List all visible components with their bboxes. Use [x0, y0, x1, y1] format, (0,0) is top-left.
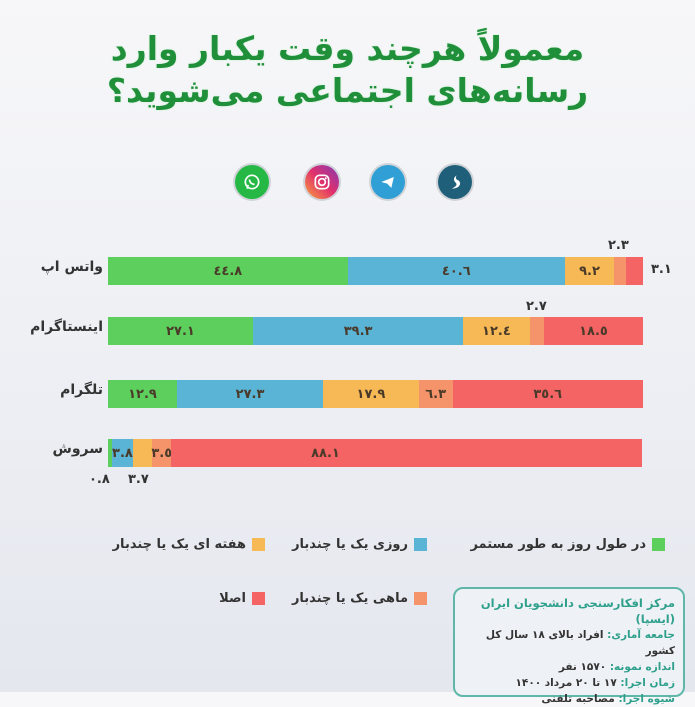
label-instagram-monthly: ٢.٧	[526, 299, 547, 314]
seg-daily: ٣.٨	[112, 439, 133, 467]
row-label: تلگرام	[60, 382, 103, 398]
instagram-icon	[305, 165, 339, 199]
seg-never: ٣٥.٦	[452, 380, 643, 408]
label-whatsapp-never: ٣.١	[651, 262, 672, 277]
legend-continuous: در طول روز به طور مستمر	[470, 537, 665, 552]
swatch-daily	[414, 538, 427, 551]
swatch-continuous	[652, 538, 665, 551]
source-time: زمان اجرا: ۱۷ تا ۲۰ مرداد ۱۴۰۰	[515, 677, 676, 689]
seg-daily: ٢٧.٣	[177, 380, 324, 408]
label-soroush-weekly: ٣.٧	[128, 472, 149, 487]
app-icons	[235, 165, 475, 201]
seg-weekly: ١٧.٩	[323, 380, 419, 408]
seg-continuous: ١٢.٩	[108, 380, 177, 408]
seg-continuous: ٢٧.١	[108, 317, 253, 345]
source-method: شیوه اجرا: مصاحبه تلفنی	[541, 693, 675, 705]
source-sample: اندازه نمونه: ۱۵۷۰ نفر	[558, 661, 675, 673]
seg-monthly	[529, 317, 544, 345]
seg-weekly: ١٢.٤	[463, 317, 530, 345]
stacked-bar: ٣.٨ ٣.٥ ٨٨.١	[108, 439, 643, 467]
row-soroush: سروش ٣.٨ ٣.٥ ٨٨.١	[0, 439, 695, 467]
legend-label: روزی یک یا چندبار	[292, 537, 408, 552]
seg-continuous: ٤٤.٨	[108, 257, 348, 285]
stacked-bar: ٢٧.١ ٣٩.٣ ١٢.٤ ١٨.٥	[108, 317, 643, 345]
chart-title: معمولاً هرچند وقت یکبار وارد رسانه‌های ا…	[0, 28, 695, 112]
seg-daily: ٣٩.٣	[252, 317, 464, 345]
seg-weekly	[132, 439, 153, 467]
source-box: مرکز افکارسنجی دانشجویان ایران (ایسپا) ج…	[453, 587, 685, 705]
seg-monthly: ٦.٣	[418, 380, 453, 408]
legend-label: اصلا	[219, 591, 246, 606]
row-label: اینستاگرام	[30, 319, 103, 335]
swatch-weekly	[252, 538, 265, 551]
seg-never	[626, 257, 643, 285]
source-population: جامعه آماری: افراد بالای ۱۸ سال کل کشور	[485, 629, 675, 657]
title-line-2: رسانه‌های اجتماعی می‌شوید؟	[106, 71, 589, 110]
seg-monthly: ٣.٥	[151, 439, 172, 467]
whatsapp-icon	[235, 165, 269, 199]
row-label: سروش	[52, 441, 104, 457]
source-header: مرکز افکارسنجی دانشجویان ایران (ایسپا)	[480, 596, 675, 626]
legend-monthly: ماهی یک یا چندبار	[292, 591, 427, 606]
legend-label: در طول روز به طور مستمر	[470, 537, 646, 552]
legend-never: اصلا	[219, 591, 265, 606]
seg-continuous	[108, 439, 113, 467]
seg-never: ٨٨.١	[171, 439, 643, 467]
seg-monthly	[614, 257, 627, 285]
legend-daily: روزی یک یا چندبار	[292, 537, 427, 552]
row-label: واتس اپ	[40, 259, 103, 275]
row-telegram: تلگرام ١٢.٩ ٢٧.٣ ١٧.٩ ٦.٣ ٣٥.٦	[0, 380, 695, 408]
seg-never: ١٨.٥	[544, 317, 643, 345]
swatch-never	[252, 592, 265, 605]
row-instagram: اینستاگرام ٢٧.١ ٣٩.٣ ١٢.٤ ١٨.٥	[0, 317, 695, 345]
title-line-1: معمولاً هرچند وقت یکبار وارد	[110, 29, 585, 68]
legend-weekly: هفته ای یک یا چندبار	[113, 537, 265, 552]
seg-weekly: ٩.٢	[564, 257, 615, 285]
legend-label: ماهی یک یا چندبار	[291, 591, 408, 606]
stacked-bar: ١٢.٩ ٢٧.٣ ١٧.٩ ٦.٣ ٣٥.٦	[108, 380, 643, 408]
swatch-monthly	[414, 592, 427, 605]
stacked-bar: ٤٤.٨ ٤٠.٦ ٩.٢	[108, 257, 643, 285]
seg-daily: ٤٠.٦	[347, 257, 565, 285]
legend-label: هفته ای یک یا چندبار	[112, 537, 246, 552]
label-whatsapp-monthly: ٢.٣	[608, 238, 629, 253]
telegram-icon	[371, 165, 405, 199]
row-whatsapp: واتس اپ ٤٤.٨ ٤٠.٦ ٩.٢	[0, 257, 695, 285]
label-soroush-continuous: ٠.٨	[89, 472, 110, 487]
soroush-icon	[438, 165, 472, 199]
